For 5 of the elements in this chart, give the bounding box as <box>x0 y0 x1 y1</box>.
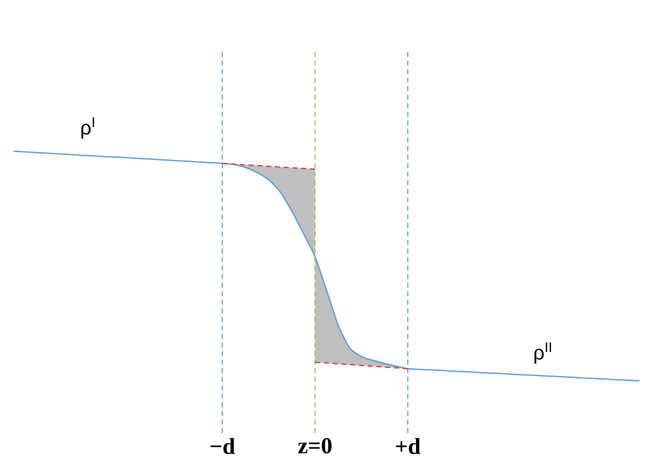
x-tick-label: +d <box>396 438 420 454</box>
annotation: ρ$^{II}$ <box>534 342 552 364</box>
x-tick-label: −d <box>210 438 235 454</box>
text: ρ$^{I}$ <box>81 117 94 139</box>
x-tick-label: z=0 <box>298 438 332 454</box>
